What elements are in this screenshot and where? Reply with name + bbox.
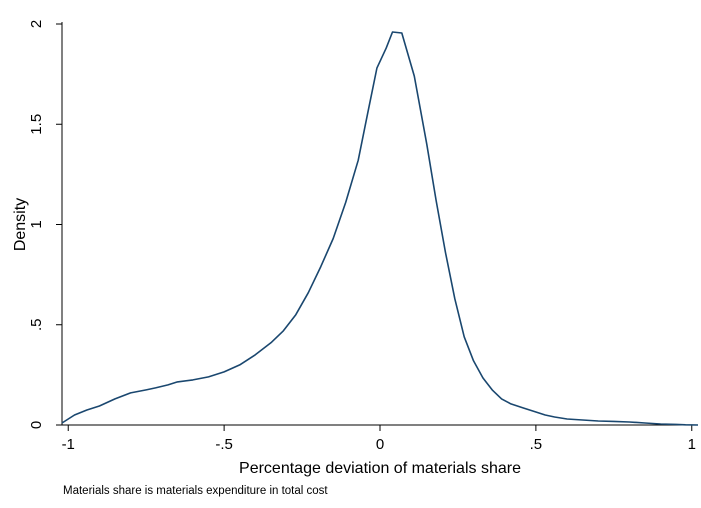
y-tick-label: 2: [28, 20, 45, 28]
x-tick-label: .5: [530, 436, 543, 453]
y-tick-label: 1: [28, 220, 45, 228]
y-tick-label: 1.5: [28, 114, 45, 135]
x-axis-title: Percentage deviation of materials share: [239, 460, 521, 477]
series-layer: [61, 31, 699, 426]
x-tick-label: -1: [62, 436, 75, 453]
y-tick-label: .5: [28, 318, 45, 331]
x-axis: -1 -.5 0 .5 1: [62, 424, 698, 453]
y-axis-title: Density: [12, 198, 29, 251]
chart-note: Materials share is materials expenditure…: [63, 485, 328, 497]
x-tick-label: 1: [688, 436, 696, 453]
x-tick-label: -.5: [215, 436, 233, 453]
y-tick-label: 0: [28, 421, 45, 429]
x-tick-label: 0: [376, 436, 384, 453]
y-axis: 0 .5 1 1.5 2: [28, 20, 63, 429]
density-line: [61, 31, 699, 426]
